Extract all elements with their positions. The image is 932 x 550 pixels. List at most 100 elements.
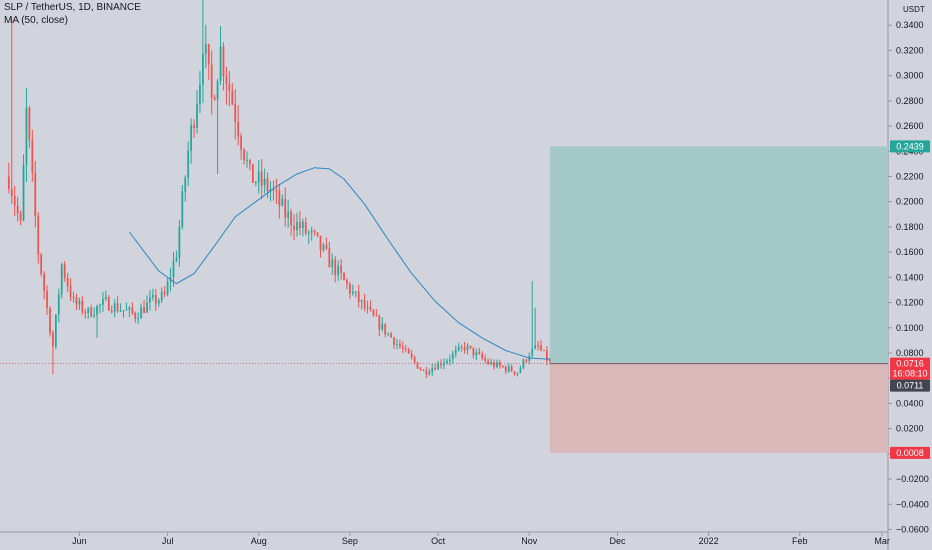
- candle-down[interactable]: [343, 272, 345, 281]
- long-position-target-zone[interactable]: [549, 146, 888, 364]
- candle-up[interactable]: [152, 295, 154, 298]
- candle-down[interactable]: [84, 311, 87, 313]
- candle-down[interactable]: [334, 259, 337, 276]
- candle-down[interactable]: [10, 188, 13, 196]
- candle-down[interactable]: [72, 296, 75, 298]
- stop-price-tag-bg[interactable]: [890, 446, 930, 459]
- candle-down[interactable]: [28, 107, 31, 140]
- candle-up[interactable]: [149, 297, 151, 303]
- candle-up[interactable]: [448, 359, 451, 361]
- candle-up[interactable]: [301, 221, 304, 229]
- candle-down[interactable]: [81, 300, 84, 312]
- candle-up[interactable]: [307, 232, 310, 234]
- candle-down[interactable]: [481, 353, 484, 359]
- candle-up[interactable]: [96, 305, 98, 315]
- target-price-tag-bg[interactable]: [890, 140, 930, 153]
- ma-line[interactable]: [129, 167, 550, 360]
- candle-up[interactable]: [466, 345, 469, 350]
- candle-down[interactable]: [460, 346, 463, 348]
- candle-up[interactable]: [137, 318, 140, 320]
- candle-up[interactable]: [128, 307, 131, 310]
- candle-down[interactable]: [193, 124, 195, 128]
- candle-up[interactable]: [246, 160, 248, 162]
- candle-up[interactable]: [125, 309, 128, 311]
- candle-down[interactable]: [249, 160, 251, 165]
- candle-up[interactable]: [204, 44, 207, 54]
- candle-down[interactable]: [7, 176, 10, 189]
- candle-up[interactable]: [381, 323, 384, 330]
- candle-down[interactable]: [210, 64, 213, 98]
- candle-up[interactable]: [57, 294, 60, 315]
- candle-down[interactable]: [548, 360, 551, 362]
- candle-down[interactable]: [272, 189, 275, 191]
- candle-up[interactable]: [269, 189, 272, 191]
- candle-down[interactable]: [537, 345, 539, 347]
- candle-up[interactable]: [396, 343, 398, 346]
- candle-up[interactable]: [437, 362, 440, 370]
- candle-down[interactable]: [46, 291, 48, 309]
- candle-down[interactable]: [43, 273, 45, 292]
- candle-down[interactable]: [251, 164, 254, 183]
- candle-down[interactable]: [207, 44, 210, 65]
- candle-down[interactable]: [304, 221, 307, 234]
- candle-down[interactable]: [401, 346, 404, 349]
- candle-up[interactable]: [166, 281, 169, 295]
- candle-down[interactable]: [407, 348, 410, 354]
- candle-down[interactable]: [290, 211, 292, 226]
- candle-down[interactable]: [37, 215, 40, 255]
- candle-down[interactable]: [284, 198, 287, 218]
- currency-label[interactable]: USDT: [903, 5, 925, 14]
- candle-down[interactable]: [469, 345, 472, 348]
- candle-down[interactable]: [478, 352, 481, 354]
- candle-down[interactable]: [501, 365, 504, 367]
- candle-down[interactable]: [504, 366, 507, 372]
- candle-up[interactable]: [351, 291, 354, 294]
- candle-up[interactable]: [102, 299, 104, 305]
- candle-down[interactable]: [384, 323, 387, 335]
- candle-up[interactable]: [507, 366, 510, 372]
- candle-up[interactable]: [181, 191, 184, 227]
- candle-down[interactable]: [434, 367, 437, 370]
- candle-up[interactable]: [196, 104, 198, 128]
- candle-down[interactable]: [34, 172, 37, 216]
- candle-down[interactable]: [498, 362, 501, 366]
- candle-down[interactable]: [52, 332, 54, 347]
- candle-down[interactable]: [49, 308, 51, 333]
- candle-down[interactable]: [40, 254, 43, 274]
- candle-up[interactable]: [146, 302, 148, 313]
- candle-up[interactable]: [310, 230, 313, 233]
- candle-up[interactable]: [93, 314, 95, 317]
- candle-down[interactable]: [372, 310, 375, 316]
- candle-up[interactable]: [113, 303, 116, 312]
- candle-up[interactable]: [160, 292, 163, 301]
- candle-down[interactable]: [163, 292, 166, 295]
- current-price-tag-bg[interactable]: [890, 357, 930, 380]
- candle-down[interactable]: [293, 225, 295, 231]
- candle-up[interactable]: [263, 178, 266, 186]
- candle-up[interactable]: [296, 221, 298, 231]
- candle-up[interactable]: [254, 182, 257, 184]
- candle-up[interactable]: [99, 304, 101, 306]
- candle-down[interactable]: [422, 369, 425, 371]
- candle-down[interactable]: [543, 350, 545, 352]
- candle-down[interactable]: [63, 264, 66, 278]
- candle-up[interactable]: [354, 291, 357, 293]
- candle-down[interactable]: [340, 265, 342, 273]
- candle-up[interactable]: [534, 345, 537, 349]
- candle-up[interactable]: [25, 107, 28, 165]
- candle-down[interactable]: [399, 343, 401, 347]
- candle-down[interactable]: [222, 46, 225, 76]
- candle-down[interactable]: [225, 75, 228, 85]
- long-position-stop-zone[interactable]: [549, 363, 888, 453]
- candle-up[interactable]: [87, 307, 90, 313]
- candle-down[interactable]: [484, 358, 487, 361]
- candle-up[interactable]: [60, 264, 63, 295]
- candle-down[interactable]: [319, 235, 322, 250]
- candle-up[interactable]: [428, 372, 431, 375]
- candle-down[interactable]: [154, 295, 157, 304]
- candle-up[interactable]: [119, 310, 122, 312]
- candle-down[interactable]: [493, 362, 495, 367]
- candle-down[interactable]: [107, 297, 110, 311]
- candle-up[interactable]: [443, 362, 445, 366]
- candle-up[interactable]: [172, 260, 175, 278]
